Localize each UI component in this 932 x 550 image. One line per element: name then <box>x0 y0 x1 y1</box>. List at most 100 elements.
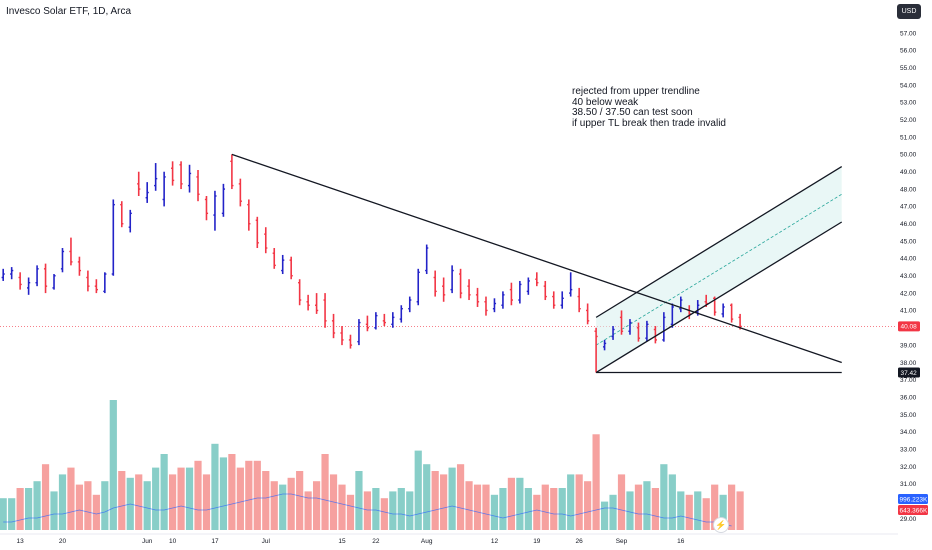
time-axis[interactable]: 13 20 Jun 10 17 Jul 15 22 Aug 12 19 26 Sep 16 <box>0 533 898 545</box>
ohlc-bar <box>501 291 505 309</box>
ohlc-bar <box>391 312 395 328</box>
svg-text:40.08: 40.08 <box>901 324 918 331</box>
price-tick-label: 29.00 <box>900 516 917 523</box>
volume-bar <box>312 481 321 530</box>
ohlc-bar <box>204 195 209 221</box>
volume-bar <box>33 481 41 530</box>
ohlc-bar <box>238 178 242 207</box>
volume-bar <box>92 494 100 530</box>
ohlc-bar <box>611 326 615 340</box>
ohlc-bar <box>425 244 429 275</box>
svg-text:643.366K: 643.366K <box>900 507 928 514</box>
channel-upper[interactable] <box>595 165 843 318</box>
volume-bar <box>296 471 304 530</box>
volume-bar <box>287 477 295 530</box>
volume-bar <box>584 481 592 530</box>
volume-bar <box>109 400 117 530</box>
price-axis[interactable]: 57.00 56.00 55.00 54.00 53.00 52.00 51.00 50.00… <box>898 0 932 550</box>
ohlc-bar <box>221 183 226 217</box>
volume-bar <box>516 477 524 530</box>
price-tick-label: 54.00 <box>900 82 917 89</box>
price-tick-label: 33.00 <box>900 446 917 453</box>
ohlc-bar <box>281 254 285 275</box>
time-tick-label: 13 <box>17 538 25 545</box>
ohlc-bar <box>255 216 259 249</box>
descending-trendline[interactable] <box>231 153 842 364</box>
price-tick-label: 41.00 <box>900 308 917 315</box>
volume-ma-line <box>3 493 732 527</box>
ohlc-bar <box>137 171 141 196</box>
volume-bar <box>609 494 617 530</box>
ohlc-bar <box>475 287 480 307</box>
ohlc-bar <box>433 270 437 297</box>
ohlc-bar <box>450 265 454 294</box>
volume-histogram <box>0 400 744 530</box>
ohlc-bar <box>162 171 166 207</box>
ohlc-bar <box>467 279 471 301</box>
channel-fill <box>596 166 842 373</box>
trendlines[interactable] <box>231 153 843 374</box>
ohlc-bar <box>331 313 336 339</box>
chart-annotation[interactable]: rejected from upper trendline 40 below w… <box>572 86 726 129</box>
volume-bar <box>16 488 24 530</box>
volume-bar <box>728 484 736 530</box>
ohlc-bar <box>408 296 412 313</box>
volume-bar <box>84 481 92 530</box>
ohlc-bar <box>518 280 522 304</box>
ohlc-bar <box>619 310 624 335</box>
ohlc-bar <box>484 296 488 316</box>
volume-bar <box>8 498 16 530</box>
ohlc-bar <box>628 319 632 335</box>
volume-bar <box>185 467 194 530</box>
volume-bar <box>507 477 515 530</box>
volume-bar <box>321 454 329 530</box>
ohlc-bar <box>196 169 200 202</box>
channel-lower[interactable] <box>595 221 843 374</box>
volume-bar <box>668 474 676 530</box>
ohlc-bar <box>272 248 276 269</box>
ohlc-bar <box>543 280 547 301</box>
ohlc-bar <box>35 265 39 287</box>
currency-badge[interactable]: USD <box>897 4 921 19</box>
ohlc-bar <box>382 313 386 327</box>
ohlc-bar <box>187 164 192 193</box>
ohlc-bar <box>442 277 446 302</box>
volume-bar <box>160 454 168 530</box>
time-tick-label: 20 <box>59 538 67 545</box>
price-tick-label: 55.00 <box>900 65 917 72</box>
ohlc-bar <box>247 199 251 231</box>
parallel-channel[interactable] <box>595 166 842 373</box>
ohlc-bar <box>145 182 149 203</box>
ohlc-bar <box>526 277 530 295</box>
time-tick-label: 17 <box>211 538 219 545</box>
lightning-icon[interactable]: ⚡ <box>713 517 729 533</box>
time-tick-label: 19 <box>533 538 541 545</box>
annotation-line: if upper TL break then trade invalid <box>572 117 726 129</box>
ohlc-bar <box>577 287 581 313</box>
price-tick-label: 51.00 <box>900 134 917 141</box>
volume-bar <box>550 488 558 530</box>
price-tick-label: 57.00 <box>900 30 917 37</box>
price-tick-label: 47.00 <box>900 204 917 211</box>
ohlc-bar <box>314 293 319 314</box>
time-tick-label: Jul <box>262 538 271 545</box>
volume-bar <box>702 498 710 530</box>
volume-tag: 996.223K <box>898 494 928 504</box>
chart-title: Invesco Solar ETF, 1D, Arca <box>6 6 132 17</box>
volume-bar <box>558 488 566 530</box>
volume-bar <box>270 481 278 530</box>
ohlc-bar <box>298 279 302 306</box>
volume-bar <box>41 464 50 530</box>
ohlc-bar <box>230 154 234 190</box>
annotation-line: rejected from upper trendline <box>572 86 700 97</box>
volume-bar <box>219 457 228 530</box>
price-tick-label: 31.00 <box>900 481 917 488</box>
price-axis-background <box>898 0 932 550</box>
volume-bar <box>541 484 549 530</box>
ohlc-bar <box>560 291 564 309</box>
volume-bar <box>355 471 363 530</box>
price-tick-label: 38.00 <box>900 360 917 367</box>
volume-bar <box>736 491 744 530</box>
ohlc-bar <box>1 268 5 281</box>
